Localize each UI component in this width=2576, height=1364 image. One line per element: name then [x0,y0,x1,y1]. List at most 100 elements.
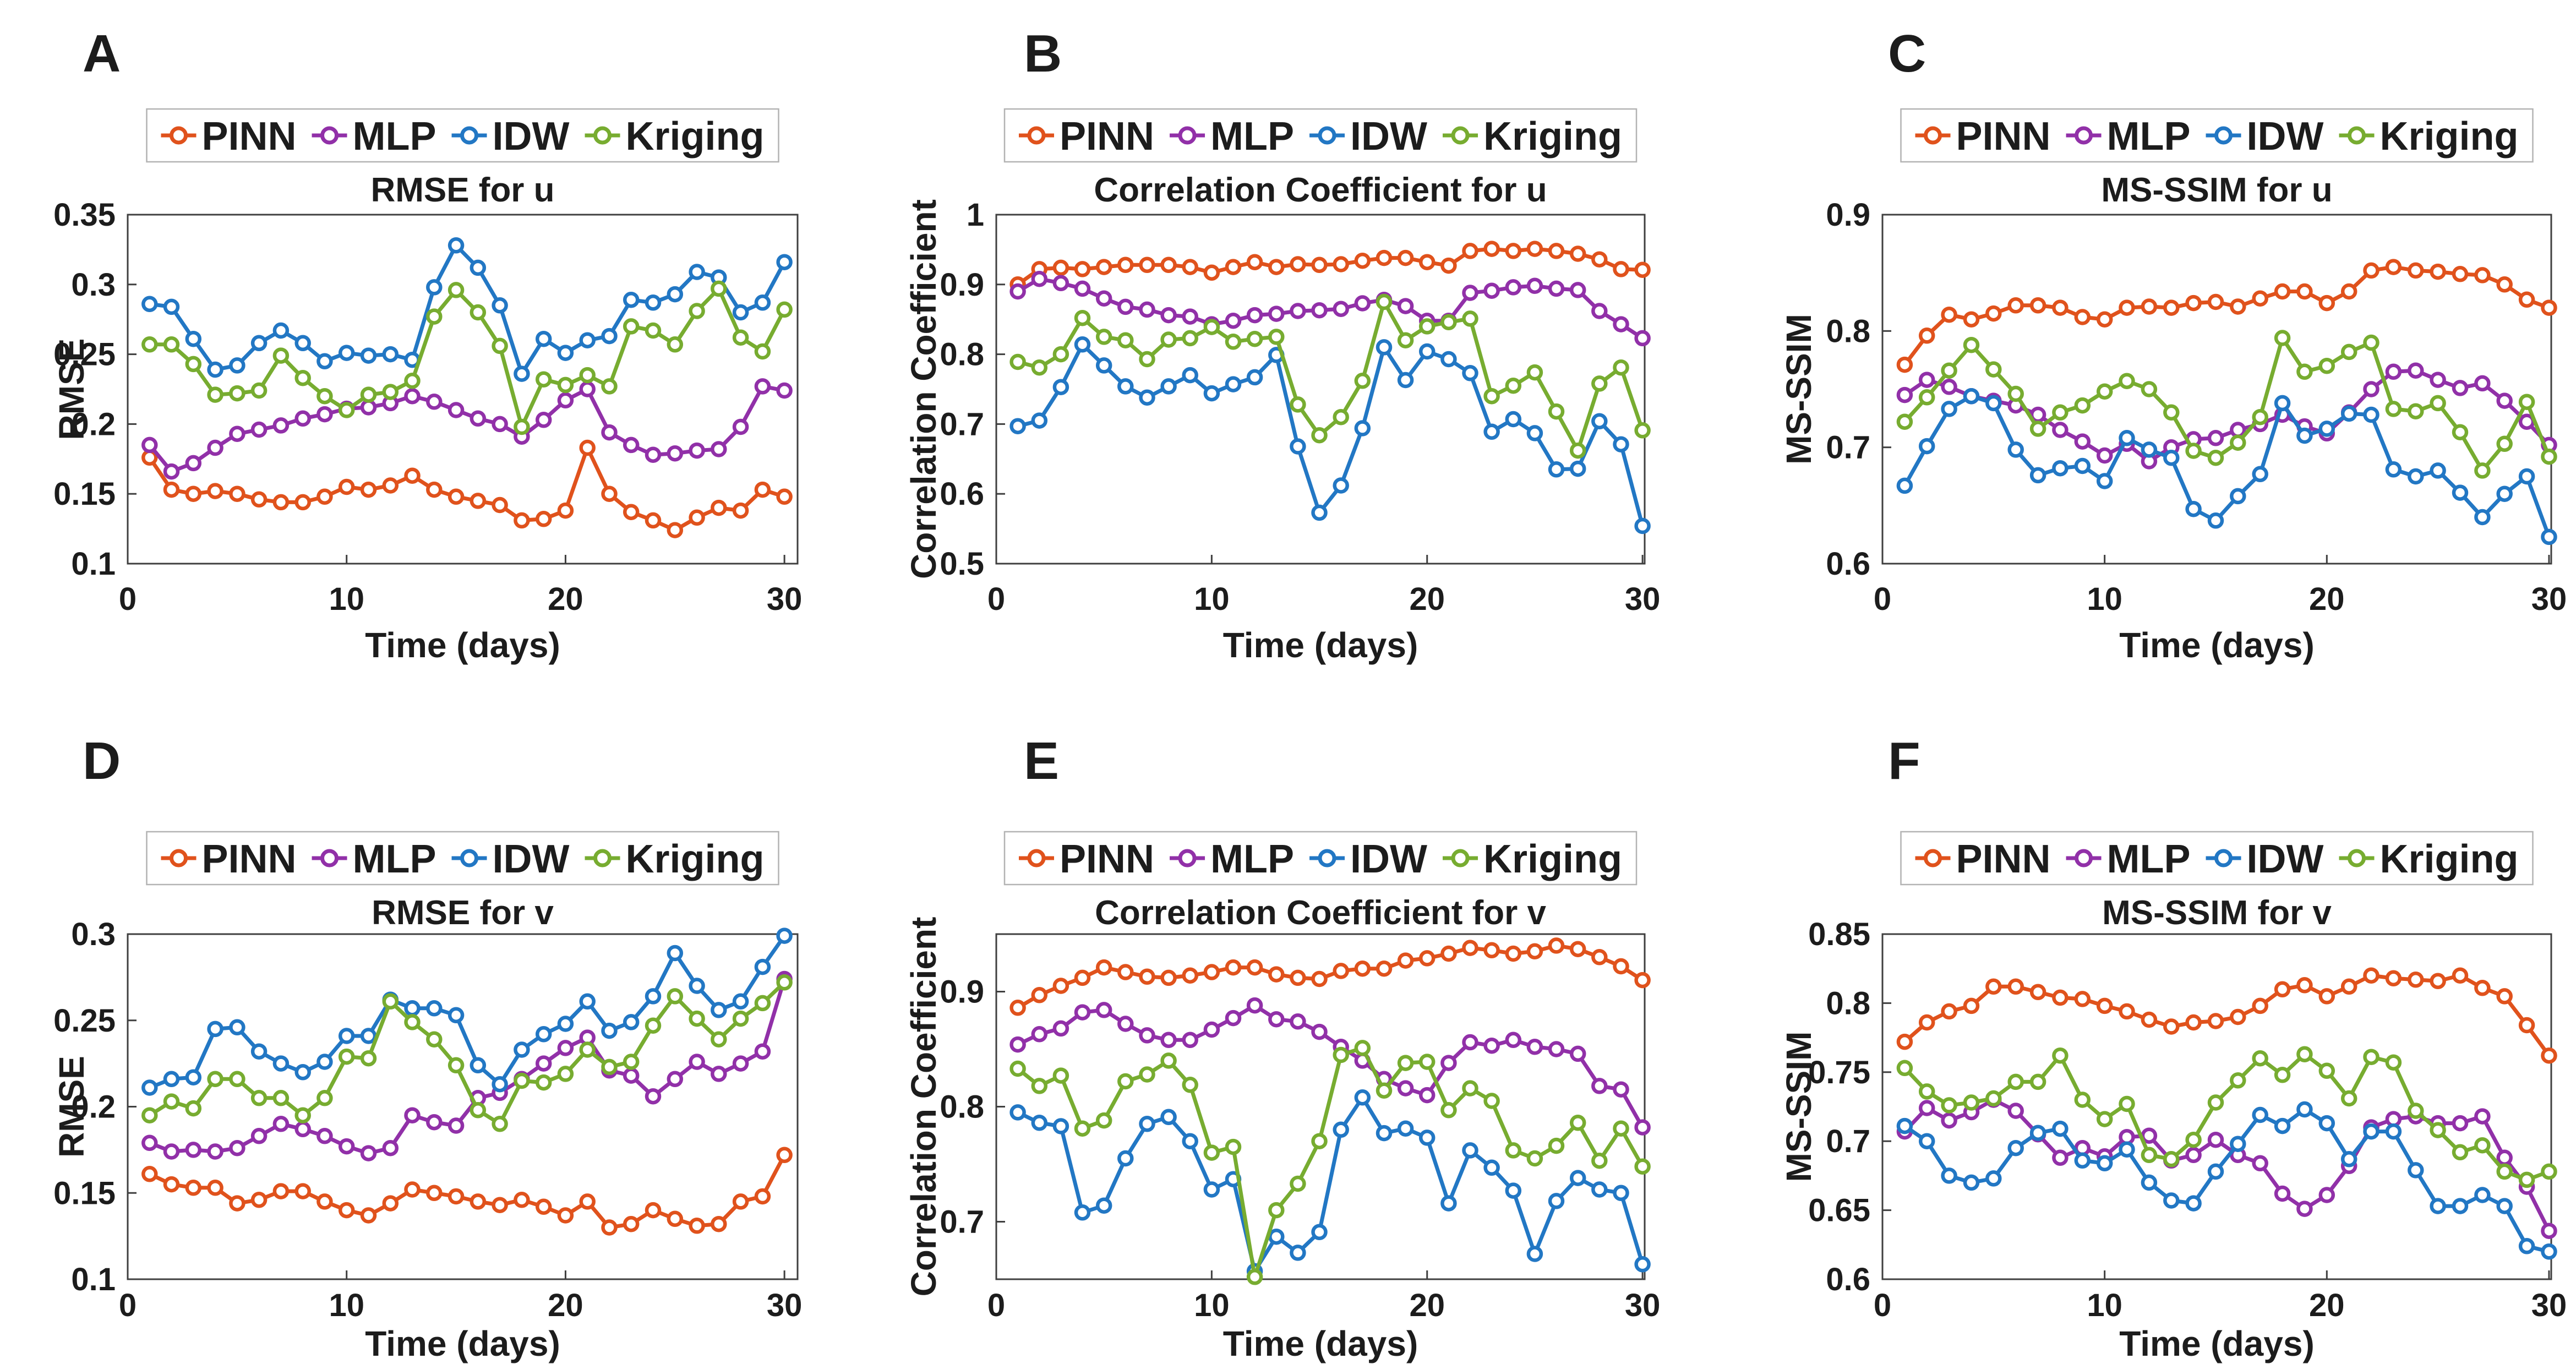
series-PINN-marker [711,1215,727,1232]
series-Kriging-marker [514,418,530,435]
series-IDW-marker [426,1000,443,1017]
series-MLP-marker [1009,1036,1026,1053]
series-IDW-marker [1095,357,1112,374]
series-IDW-marker [1139,1116,1155,1132]
series-MLP-marker [1333,301,1349,317]
series-Kriging-marker [1526,1150,1543,1167]
series-MLP-marker [2318,1187,2335,1203]
series-MLP-marker [1591,1078,1608,1094]
series-Kriging-marker [732,1010,749,1027]
axes-A [127,214,799,565]
series-PINN-marker [2230,1008,2246,1025]
series-PINN-marker [2408,262,2424,279]
series-Kriging-marker [514,1072,530,1089]
series-Kriging-marker [1634,422,1651,439]
series-MLP-marker [2363,381,2379,397]
series-IDW-marker [360,347,377,364]
series-IDW-marker [514,1041,530,1058]
series-MLP-marker [1139,301,1155,318]
series-PINN-marker [1074,261,1091,277]
series-PINN-marker [163,481,180,498]
series-PINN-marker [776,1147,793,1164]
series-IDW-marker [1526,1246,1543,1262]
legend-label-MLP: MLP [2107,837,2191,881]
series-Kriging-marker [1397,1055,1414,1071]
series-PINN-marker [689,509,705,526]
series-MLP-marker [1440,1055,1457,1071]
legend-label-IDW: IDW [1350,837,1427,881]
series-MLP-marker [338,1138,355,1155]
axes-B [995,214,1646,565]
y-tick-label: 0.25 [53,1003,116,1039]
chart-title: MS-SSIM for u [2101,171,2332,209]
series-Kriging-marker [2541,448,2557,465]
series-Kriging-line [1016,1046,1645,1279]
series-Kriging-marker [2452,424,2469,440]
series-IDW-marker [1985,395,2002,412]
series-PINN-marker [1896,356,1913,373]
series-MLP-marker [1483,282,1500,299]
series-IDW-marker [1333,477,1349,494]
series-IDW-marker [1117,1150,1134,1167]
series-PINN-marker [1918,328,1935,344]
series-PINN-marker [1095,259,1112,275]
legend-marker-IDW [1318,126,1336,145]
series-MLP-marker [776,382,793,399]
series-Kriging-marker [2518,394,2535,410]
series-IDW-marker [250,1043,268,1060]
series-PINN-marker [514,1192,530,1208]
series-Kriging-marker [2496,435,2513,452]
series-MLP-marker [250,421,268,438]
series-IDW-marker [2430,462,2446,479]
series-MLP-marker [1246,307,1263,324]
series-IDW-marker [1941,401,1957,417]
series-IDW-marker [2074,457,2091,474]
series-MLP-marker [2541,1223,2557,1239]
series-MLP-marker [163,1143,180,1160]
series-IDW-marker [1354,1089,1371,1106]
panel-C: C 0.6 0.7 0.8 0.9 0 10 20 30 MS-SSIM for u Time (d… [1717,0,2576,682]
series-PINN-marker [2518,291,2535,308]
series-Kriging-marker [2430,395,2446,412]
series-Kriging-marker [2052,404,2069,421]
legend-label-Kriging: Kriging [1483,114,1622,159]
series-IDW-marker [1246,369,1263,386]
series-Kriging-marker [2296,1046,2313,1062]
series-PINN-marker [2252,290,2268,307]
series-IDW-marker [2230,488,2246,505]
x-tick-label: 10 [2087,581,2122,617]
series-MLP-marker [382,1139,399,1156]
series-IDW-marker [1031,412,1048,429]
series-MLP-marker [1160,1032,1177,1049]
series-Kriging-marker [1203,1144,1220,1161]
series-IDW-marker [667,945,684,962]
panel-B: B 0.5 0.6 0.7 0.8 0.9 1 0 10 20 30 Correlation Coef… [859,0,1717,682]
series-Kriging-marker [623,1054,640,1070]
series-IDW-marker [1095,1197,1112,1214]
legend-label-Kriging: Kriging [626,837,765,881]
y-axis-label: Correlation Coefficient [904,917,943,1297]
series-Kriging-marker [1117,1073,1134,1090]
y-tick-label: 0.9 [940,267,984,303]
series-Kriging-marker [1548,1137,1565,1154]
series-PINN-marker [447,488,465,505]
series-MLP-marker [1290,303,1306,319]
series-MLP-marker [1160,307,1177,324]
series-IDW-marker [2474,1187,2491,1203]
legend-label-IDW: IDW [493,114,570,159]
series-IDW-marker [2452,1198,2469,1214]
series-Kriging-marker [1613,359,1629,376]
series-PINN-marker [1397,952,1414,969]
x-tick-label: 0 [987,581,1005,617]
series-Kriging-marker [601,1059,618,1076]
legend-marker-PINN [170,126,188,145]
series-PINN-marker [492,497,508,514]
y-tick-label: 0.6 [940,476,984,512]
series-IDW-marker [2007,1139,2024,1156]
series-MLP-marker [1031,270,1048,287]
series-MLP-marker [316,406,333,423]
series-PINN-marker [316,1193,333,1210]
x-tick-label: 10 [2087,1287,2122,1323]
series-Kriging-marker [2096,383,2113,400]
series-PINN-marker [1963,311,1980,328]
